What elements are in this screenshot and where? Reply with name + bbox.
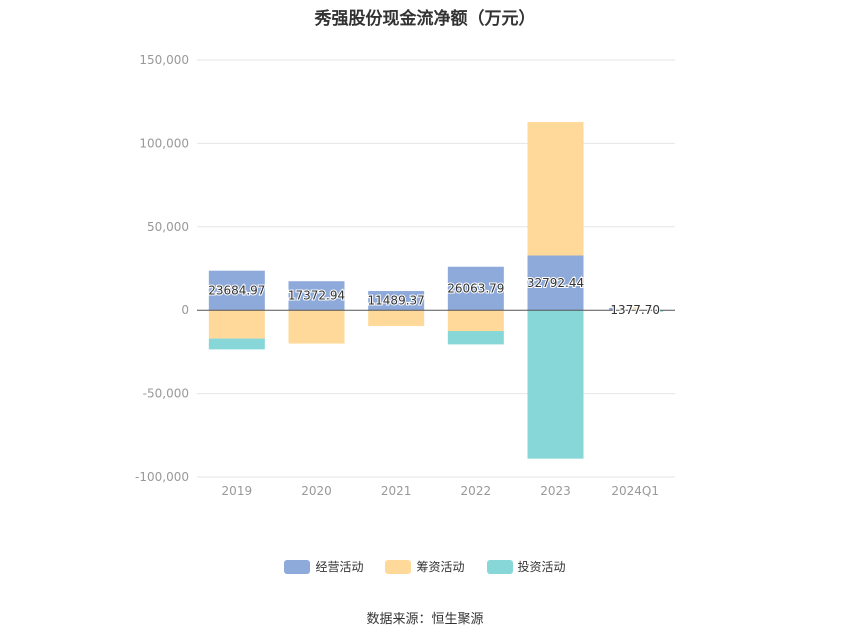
bar-segment <box>447 266 504 311</box>
data-source: 数据来源：恒生聚源 <box>366 612 484 627</box>
x-tick-label: 2020 <box>301 484 332 498</box>
legend-item[interactable]: 筹资活动 <box>385 558 465 575</box>
bar-segment <box>368 310 425 327</box>
bar-segment <box>208 270 265 311</box>
y-tick-label: 0 <box>181 303 189 317</box>
y-tick-label: 100,000 <box>139 136 189 150</box>
legend-label: 筹资活动 <box>416 560 465 574</box>
bar-segment <box>208 338 265 350</box>
data-label: 11489.37 <box>368 294 425 308</box>
y-tick-label: -100,000 <box>135 470 189 484</box>
bar-segment <box>447 310 504 332</box>
chart-title: 秀强股份现金流净额（万元） <box>314 9 536 29</box>
y-tick-label: 150,000 <box>139 53 189 67</box>
bar-segment <box>527 122 584 256</box>
legend-label: 投资活动 <box>517 560 566 574</box>
y-tick-label: -50,000 <box>143 387 189 401</box>
bar-segment <box>208 310 265 339</box>
data-label: 23684.97 <box>208 283 265 297</box>
bar-segment <box>527 310 584 459</box>
bar-segment <box>657 310 664 312</box>
bar-segment <box>288 281 345 311</box>
x-tick-label: 2022 <box>461 484 492 498</box>
legend-swatch <box>486 559 513 574</box>
y-tick-label: 50,000 <box>147 220 189 234</box>
legend-item[interactable]: 投资活动 <box>486 558 566 575</box>
bar-segment <box>288 310 345 344</box>
data-label: 1377.70 <box>610 303 660 317</box>
data-label: 32792.44 <box>527 276 584 290</box>
legend-label: 经营活动 <box>315 560 364 574</box>
x-tick-label: 2019 <box>222 484 253 498</box>
chart-legend: 经营活动 筹资活动 投资活动 <box>0 558 850 575</box>
data-label: 17372.94 <box>288 289 345 303</box>
bar-segment <box>368 291 425 311</box>
legend-swatch <box>284 559 311 574</box>
x-tick-label: 2024Q1 <box>611 484 659 498</box>
x-tick-label: 2023 <box>540 484 571 498</box>
legend-swatch <box>385 559 412 574</box>
x-tick-label: 2021 <box>381 484 412 498</box>
data-label: 26063.79 <box>447 281 504 295</box>
bar-segment <box>527 255 584 311</box>
bar-segment <box>447 331 504 345</box>
bar-segment <box>609 307 616 311</box>
bar-segment <box>633 307 640 309</box>
legend-item[interactable]: 经营活动 <box>284 558 363 575</box>
